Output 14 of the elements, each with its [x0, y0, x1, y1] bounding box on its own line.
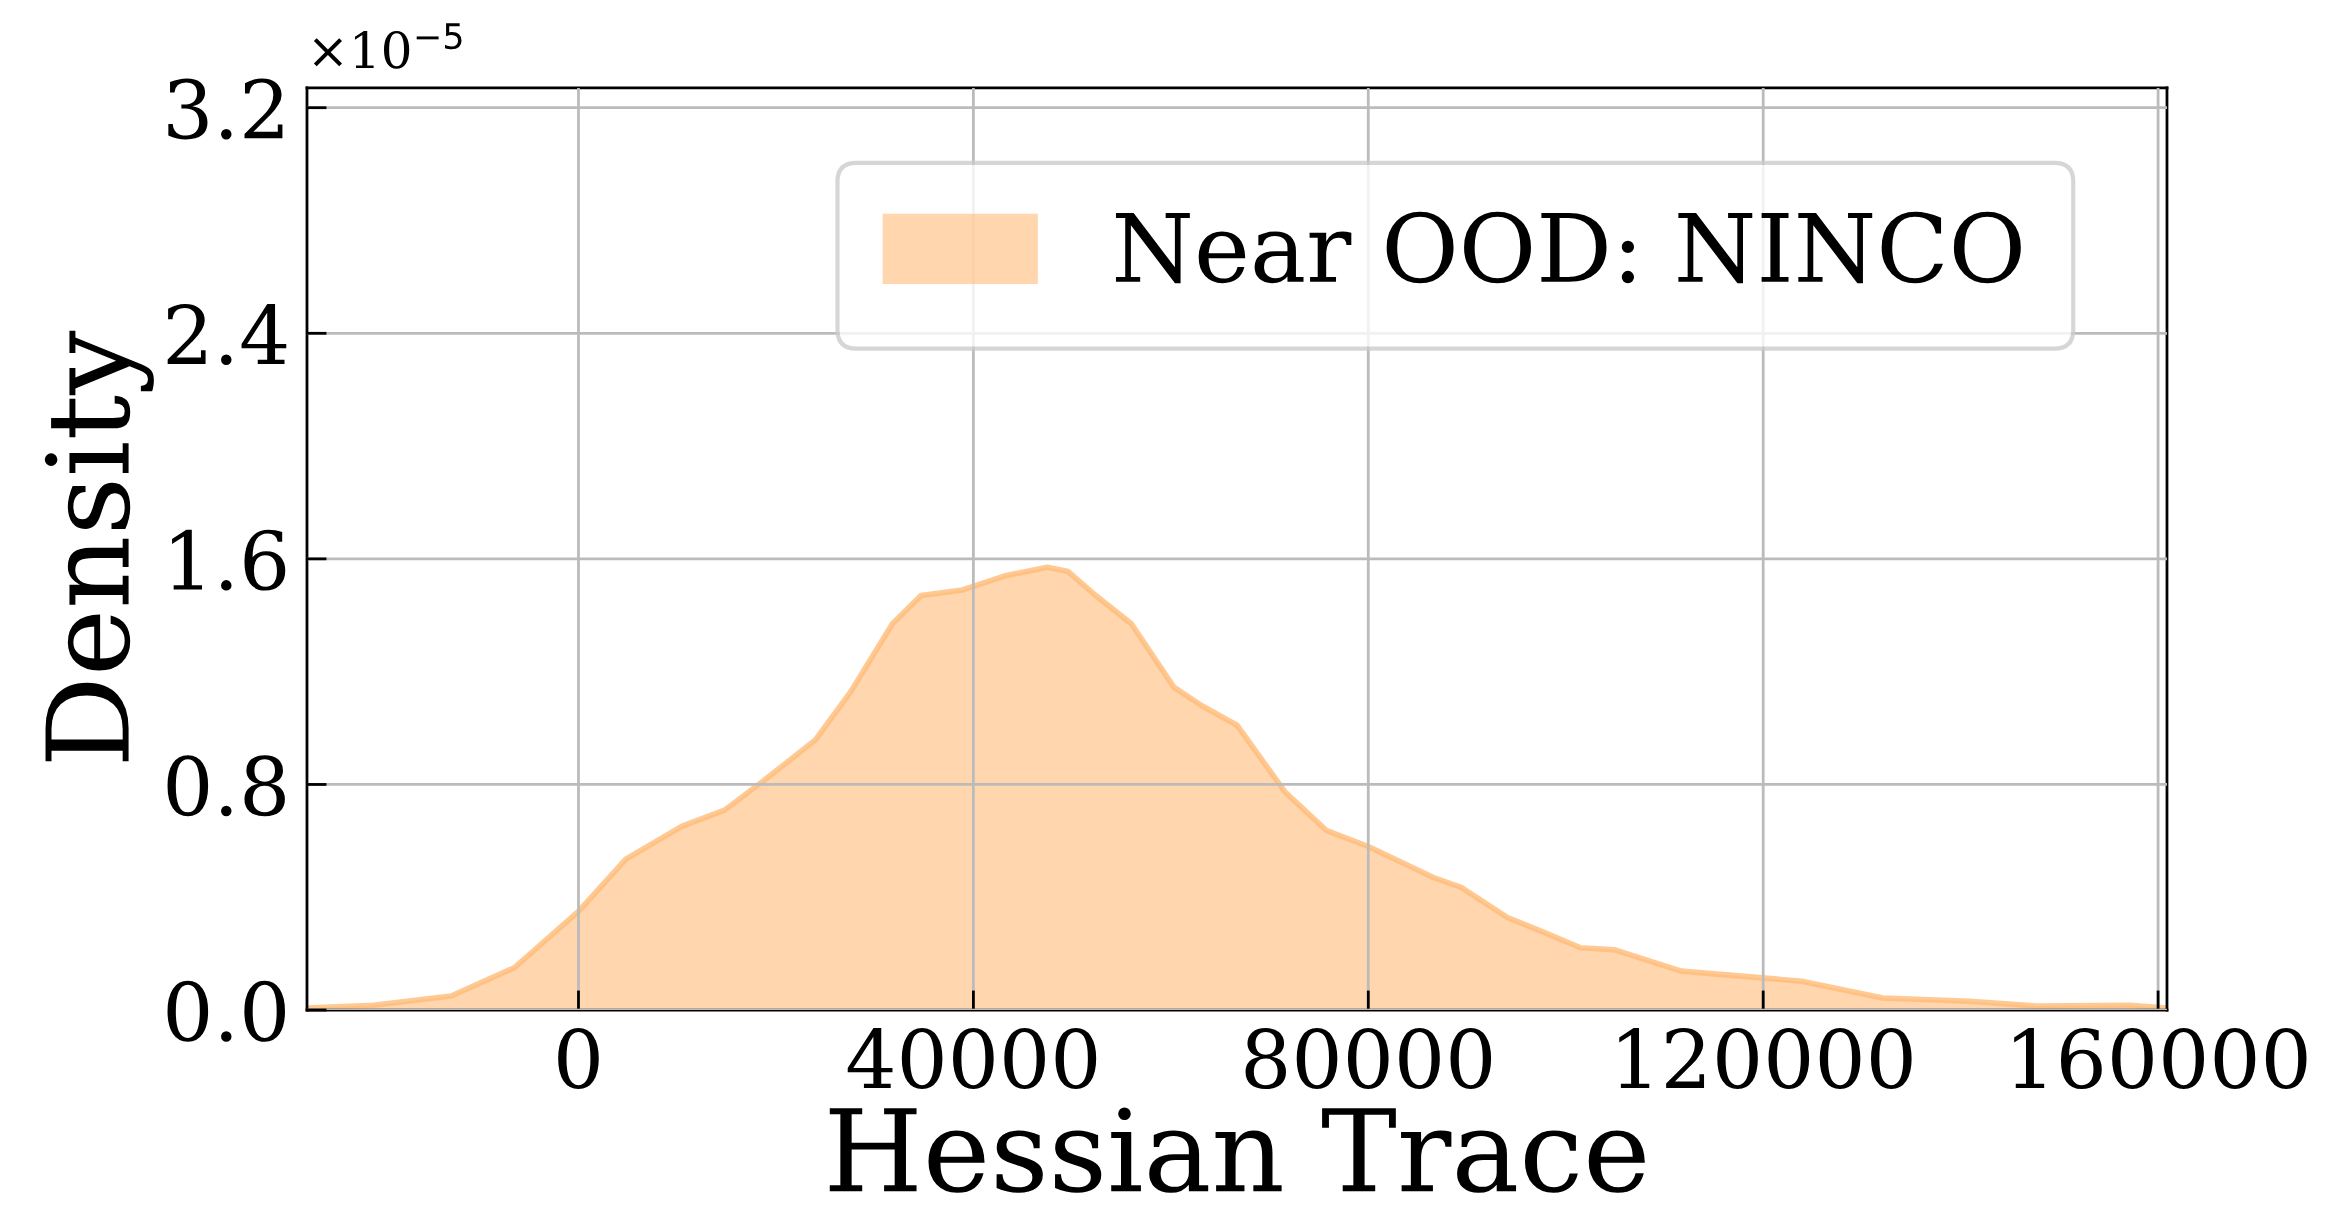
y-axis-title: Density	[44, 330, 154, 762]
legend-label: Near OOD: NINCO	[1115, 211, 2021, 284]
y-tick-label: 3.2	[168, 78, 283, 140]
x-tick-label: 120000	[1619, 1028, 1912, 1090]
x-axis-title: Hessian Trace	[829, 1107, 1645, 1193]
y-tick-label: 1.6	[172, 529, 286, 591]
x-tick-label: 0	[558, 1028, 599, 1090]
y-tick-label: 0.8	[167, 755, 285, 817]
x-tick-label: 40000	[847, 1028, 1097, 1090]
x-tick-label: 160000	[2014, 1028, 2307, 1090]
text: ×10$^{−5}$	[313, 23, 462, 69]
x-tick-label: 80000	[1245, 1028, 1492, 1090]
y-tick-label: 0.0	[167, 980, 285, 1042]
y-tick-label: 2.4	[167, 304, 287, 366]
